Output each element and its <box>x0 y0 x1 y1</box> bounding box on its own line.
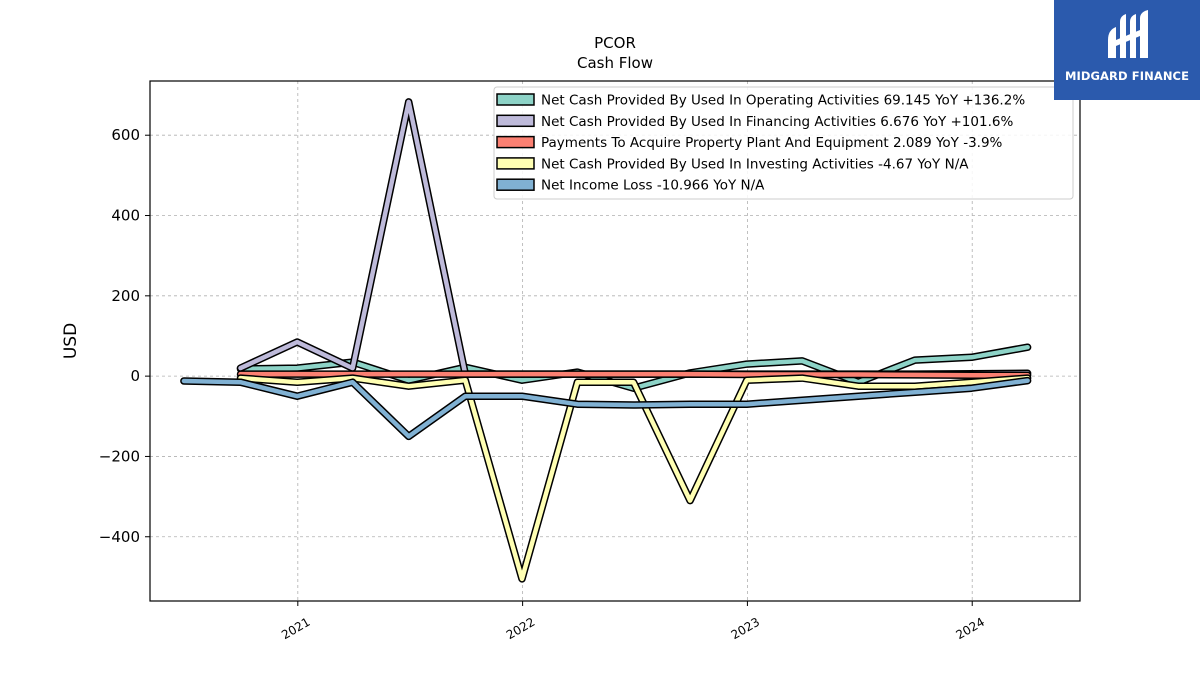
brand-logo: MIDGARD FINANCE <box>1054 0 1200 100</box>
legend-label-3: Net Cash Provided By Used In Investing A… <box>541 156 969 172</box>
y-tick-label-5: −400 <box>99 528 140 546</box>
x-tick-label-0: 2021 <box>279 615 312 642</box>
series-line-3 <box>238 375 1030 582</box>
chart-subtitle: Cash Flow <box>577 54 653 72</box>
x-tick-label-3: 2024 <box>953 615 986 642</box>
logo-mark-icon <box>1108 10 1148 58</box>
legend-swatch-1 <box>496 114 535 128</box>
chart-title: PCOR <box>594 34 636 52</box>
legend-box <box>493 86 1074 200</box>
legend-label-0: Net Cash Provided By Used In Operating A… <box>541 93 1025 109</box>
x-tick-label-2: 2023 <box>729 615 762 642</box>
y-axis-label: USD <box>61 323 81 359</box>
legend-label-4: Net Income Loss -10.966 YoY N/A <box>541 178 765 194</box>
legend-label-1: Net Cash Provided By Used In Financing A… <box>541 114 1013 130</box>
series-line-4 <box>181 378 1030 439</box>
y-tick-label-4: −200 <box>99 447 140 465</box>
logo-text: MIDGARD FINANCE <box>1064 69 1190 83</box>
series-lines <box>180 98 1032 583</box>
legend-swatch-0 <box>496 93 535 106</box>
legend-swatch-3 <box>496 157 535 170</box>
legend-label-2: Payments To Acquire Property Plant And E… <box>541 135 1003 151</box>
x-tick-label-1: 2022 <box>504 615 537 642</box>
y-tick-label-1: 400 <box>111 207 140 225</box>
y-tick-label-0: 600 <box>111 126 140 144</box>
legend-swatch-2 <box>496 135 535 149</box>
legend: Net Cash Provided By Used In Operating A… <box>493 86 1074 200</box>
plot-frame <box>149 80 1081 602</box>
legend-swatch-4 <box>496 178 535 191</box>
y-tick-label-3: 0 <box>130 367 140 385</box>
y-tick-label-2: 200 <box>111 287 140 305</box>
series-line-2 <box>238 371 1030 378</box>
